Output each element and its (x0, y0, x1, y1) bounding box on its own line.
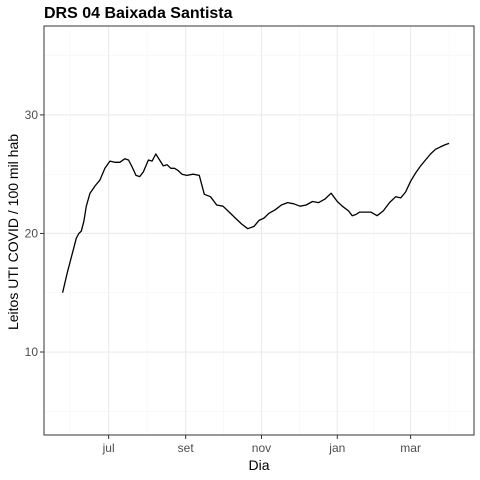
minor-gridlines (44, 26, 474, 435)
x-axis-label: Dia (248, 457, 269, 473)
x-axis-ticks: jul set nov jan mar (102, 435, 421, 455)
y-axis-ticks: 10 20 30 (25, 108, 44, 359)
series-layer (61, 142, 450, 293)
series-line (61, 142, 450, 293)
y-tick-label: 20 (25, 226, 39, 240)
y-axis-label: Leitos UTI COVID / 100 mil hab (5, 134, 21, 330)
plot-panel (44, 26, 474, 435)
panel-border (43, 25, 475, 436)
x-tick-label: set (178, 441, 195, 455)
chart-title: DRS 04 Baixada Santista (44, 5, 233, 22)
y-tick-label: 10 (25, 345, 39, 359)
x-tick-label: jan (328, 441, 345, 455)
major-gridlines (44, 26, 474, 435)
x-tick-label: jul (102, 441, 115, 455)
x-tick-label: mar (400, 441, 421, 455)
y-tick-label: 30 (25, 108, 39, 122)
x-tick-label: nov (252, 441, 271, 455)
